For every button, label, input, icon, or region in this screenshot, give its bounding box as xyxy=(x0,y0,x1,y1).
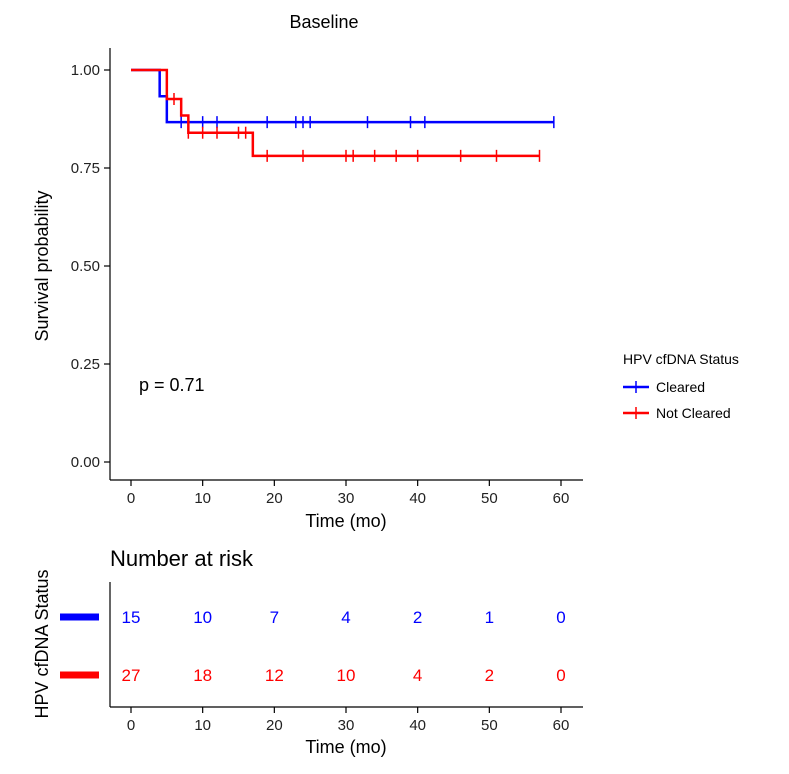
risk-x-tick-label: 10 xyxy=(194,717,211,734)
y-axis-title: Survival probability xyxy=(32,190,52,341)
risk-count-not-cleared: 2 xyxy=(485,666,494,685)
risk-count-not-cleared: 18 xyxy=(193,666,212,685)
risk-count-cleared: 4 xyxy=(341,608,350,627)
x-tick-label: 60 xyxy=(553,490,570,507)
legend-label-cleared: Cleared xyxy=(656,379,705,395)
risk-x-ticks: 0 10 20 30 40 50 60 xyxy=(127,707,570,734)
risk-x-tick-label: 30 xyxy=(338,717,355,734)
risk-count-cleared: 0 xyxy=(556,608,565,627)
x-tick-label: 40 xyxy=(409,490,426,507)
y-tick-label: 0.25 xyxy=(71,356,100,373)
legend-label-not-cleared: Not Cleared xyxy=(656,405,731,421)
x-ticks: 0 10 20 30 40 50 60 xyxy=(127,480,570,507)
risk-x-axis-title: Time (mo) xyxy=(305,737,386,757)
risk-table-rows: 15 10 7 4 2 1 027 18 12 10 4 2 0 xyxy=(60,608,566,685)
x-axis-title: Time (mo) xyxy=(305,511,386,531)
legend-entry-not-cleared: Not Cleared xyxy=(623,405,731,421)
y-tick-label: 0.00 xyxy=(71,454,100,471)
x-tick-label: 30 xyxy=(338,490,355,507)
risk-y-axis-title: HPV cfDNA Status xyxy=(32,569,52,718)
survival-curve-not-cleared xyxy=(131,68,540,158)
risk-count-cleared: 15 xyxy=(122,608,141,627)
risk-table-axes: 0 10 20 30 40 50 60 xyxy=(109,582,583,734)
risk-count-not-cleared: 27 xyxy=(122,666,141,685)
risk-x-tick-label: 0 xyxy=(127,717,135,734)
risk-x-tick-label: 50 xyxy=(481,717,498,734)
risk-x-tick-label: 20 xyxy=(266,717,283,734)
risk-count-cleared: 7 xyxy=(270,608,279,627)
survival-curve-cleared xyxy=(131,68,554,124)
risk-count-not-cleared: 0 xyxy=(556,666,565,685)
risk-count-cleared: 2 xyxy=(413,608,422,627)
x-tick-label: 10 xyxy=(194,490,211,507)
p-value-annotation: p = 0.71 xyxy=(139,375,205,395)
survival-curves xyxy=(131,68,555,162)
x-tick-label: 50 xyxy=(481,490,498,507)
risk-count-cleared: 10 xyxy=(193,608,212,627)
x-tick-label: 0 xyxy=(127,490,135,507)
y-tick-label: 0.75 xyxy=(71,160,100,177)
y-ticks: 0.00 0.25 0.50 0.75 1.00 xyxy=(71,62,110,471)
risk-count-not-cleared: 10 xyxy=(337,666,356,685)
risk-count-not-cleared: 12 xyxy=(265,666,284,685)
legend: HPV cfDNA Status Cleared Not Cleared xyxy=(623,351,739,421)
chart-title: Baseline xyxy=(289,12,358,32)
legend-title: HPV cfDNA Status xyxy=(623,351,739,367)
y-tick-label: 1.00 xyxy=(71,62,100,79)
km-axes: 0.00 0.25 0.50 0.75 1.00 0 10 20 30 40 50 60 xyxy=(71,48,583,507)
y-tick-label: 0.50 xyxy=(71,258,100,275)
risk-count-cleared: 1 xyxy=(485,608,494,627)
x-tick-label: 20 xyxy=(266,490,283,507)
risk-table-title: Number at risk xyxy=(110,546,254,571)
risk-x-tick-label: 40 xyxy=(409,717,426,734)
risk-count-not-cleared: 4 xyxy=(413,666,422,685)
risk-x-tick-label: 60 xyxy=(553,717,570,734)
legend-entry-cleared: Cleared xyxy=(623,379,705,395)
